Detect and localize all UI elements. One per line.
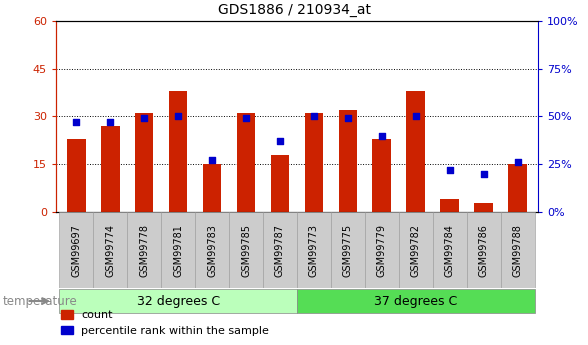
Point <box>241 116 250 121</box>
Bar <box>229 212 263 288</box>
Text: temperature: temperature <box>3 295 78 307</box>
Point <box>208 158 217 163</box>
Text: GSM99779: GSM99779 <box>377 224 387 277</box>
Text: GSM99787: GSM99787 <box>275 224 285 277</box>
Text: GDS1886 / 210934_at: GDS1886 / 210934_at <box>218 3 370 17</box>
Point <box>513 160 522 165</box>
Bar <box>297 289 534 313</box>
Bar <box>67 139 86 212</box>
Text: GSM99785: GSM99785 <box>241 224 251 277</box>
Text: GSM99774: GSM99774 <box>105 224 115 277</box>
Bar <box>127 212 161 288</box>
Text: GSM99788: GSM99788 <box>513 224 523 277</box>
Point <box>343 116 353 121</box>
Point <box>139 116 149 121</box>
Text: GSM99778: GSM99778 <box>139 224 149 277</box>
Bar <box>169 91 188 212</box>
Point <box>411 114 420 119</box>
Bar <box>475 203 493 212</box>
Text: GSM99775: GSM99775 <box>343 224 353 277</box>
Bar <box>399 212 433 288</box>
Bar <box>406 91 425 212</box>
Text: GSM99781: GSM99781 <box>173 224 183 277</box>
Bar <box>467 212 500 288</box>
Bar <box>305 113 323 212</box>
Bar <box>440 199 459 212</box>
Bar <box>297 212 331 288</box>
Bar <box>101 126 119 212</box>
Bar <box>339 110 358 212</box>
Bar <box>433 212 467 288</box>
Bar <box>270 155 289 212</box>
Point <box>105 119 115 125</box>
Point <box>72 119 81 125</box>
Text: GSM99773: GSM99773 <box>309 224 319 277</box>
Point <box>173 114 183 119</box>
Text: GSM99783: GSM99783 <box>207 224 217 277</box>
Bar <box>236 113 255 212</box>
Legend: count, percentile rank within the sample: count, percentile rank within the sample <box>61 310 269 336</box>
Text: GSM99782: GSM99782 <box>411 224 421 277</box>
Bar <box>59 212 93 288</box>
Text: 32 degrees C: 32 degrees C <box>136 295 220 307</box>
Text: 37 degrees C: 37 degrees C <box>374 295 457 307</box>
Point <box>275 139 285 144</box>
Bar <box>331 212 365 288</box>
Bar <box>365 212 399 288</box>
Bar <box>59 289 297 313</box>
Point <box>479 171 489 177</box>
Point <box>377 133 386 138</box>
Bar <box>372 139 391 212</box>
Text: GSM99697: GSM99697 <box>71 224 81 277</box>
Bar <box>161 212 195 288</box>
Bar <box>263 212 297 288</box>
Bar <box>93 212 127 288</box>
Point <box>445 167 455 173</box>
Bar <box>135 113 153 212</box>
Text: GSM99786: GSM99786 <box>479 224 489 277</box>
Bar <box>203 164 222 212</box>
Point <box>309 114 319 119</box>
Bar <box>195 212 229 288</box>
Bar <box>508 164 527 212</box>
Bar <box>500 212 534 288</box>
Text: GSM99784: GSM99784 <box>445 224 455 277</box>
